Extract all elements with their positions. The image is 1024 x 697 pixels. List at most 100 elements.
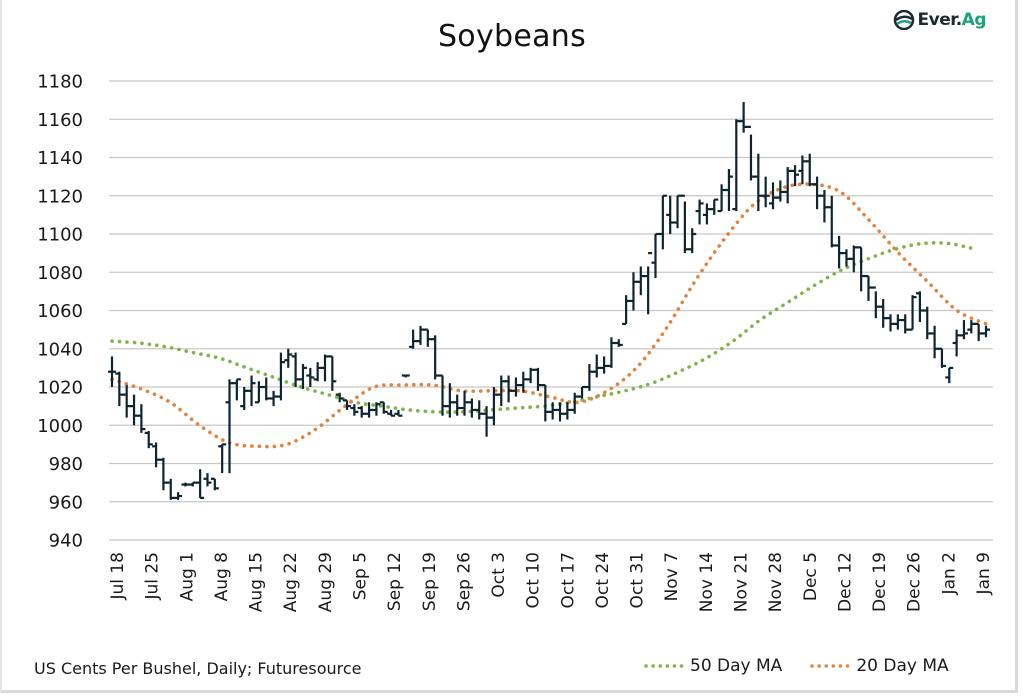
ohlc-bar bbox=[108, 356, 116, 387]
ohlc-bar bbox=[879, 299, 888, 328]
ohlc-bar bbox=[504, 375, 513, 403]
x-tick-label: Aug 29 bbox=[316, 552, 336, 612]
x-tick-label: Nov 7 bbox=[662, 552, 682, 601]
ohlc-bar bbox=[254, 381, 263, 404]
x-tick-label: Jul 25 bbox=[143, 552, 163, 601]
y-tick-label: 960 bbox=[49, 492, 83, 513]
ohlc-bar bbox=[232, 378, 241, 401]
x-tick-label: Oct 24 bbox=[593, 552, 613, 608]
ohlc-bar bbox=[886, 314, 895, 332]
x-axis-labels: Jul 18 Jul 25 Aug 1 Aug 8 Aug 15 Aug 22 Aug 29… bbox=[108, 552, 994, 612]
ohlc-bar bbox=[276, 352, 285, 401]
ohlc-bar bbox=[923, 306, 932, 340]
ohlc-bar bbox=[152, 442, 161, 468]
ohlc-bar bbox=[754, 153, 763, 212]
ohlc-bar bbox=[901, 314, 910, 334]
ohlc-bar bbox=[533, 367, 542, 391]
legend-item-ma20: 20 Day MA bbox=[810, 656, 949, 676]
x-tick-label: Nov 14 bbox=[697, 552, 717, 612]
ohlc-bar bbox=[482, 406, 491, 437]
price-bars bbox=[108, 102, 990, 500]
ohlc-bar bbox=[629, 272, 638, 311]
y-tick-label: 980 bbox=[49, 454, 83, 475]
ohlc-bar bbox=[174, 492, 183, 500]
ohlc-bar bbox=[460, 390, 469, 416]
ohlc-bar bbox=[372, 402, 381, 416]
ohlc-bar bbox=[343, 399, 352, 410]
ohlc-bar bbox=[857, 246, 866, 292]
ohlc-bar bbox=[137, 404, 146, 433]
x-tick-label: Jan 9 bbox=[974, 552, 994, 595]
ohlc-bar bbox=[401, 374, 410, 378]
x-tick-label: Jul 18 bbox=[108, 552, 128, 601]
ohlc-bar bbox=[835, 235, 844, 269]
legend: 50 Day MA 20 Day MA bbox=[644, 656, 949, 676]
ohlc-bar bbox=[320, 354, 329, 382]
y-tick-label: 1140 bbox=[37, 148, 83, 169]
ohlc-bar bbox=[908, 295, 917, 331]
ohlc-bar bbox=[820, 190, 829, 223]
ohlc-bar bbox=[842, 249, 851, 267]
ohlc-bar bbox=[526, 367, 535, 384]
source-note: US Cents Per Bushel, Daily; Futuresource bbox=[34, 659, 362, 678]
ohlc-bar bbox=[849, 245, 858, 273]
ohlc-bar bbox=[196, 469, 205, 500]
ohlc-bar bbox=[592, 354, 601, 378]
ohlc-bar bbox=[570, 392, 579, 414]
ohlc-bar bbox=[702, 203, 711, 225]
ohlc-bar bbox=[600, 356, 609, 374]
ever-ag-logo: Ever.Ag bbox=[893, 10, 987, 30]
ohlc-bar bbox=[959, 320, 968, 340]
ohlc-bar bbox=[541, 383, 550, 422]
x-tick-label: Sep 5 bbox=[350, 552, 370, 600]
ohlc-bar bbox=[467, 398, 476, 418]
ohlc-bar bbox=[658, 194, 667, 250]
y-tick-label: 1100 bbox=[37, 225, 83, 246]
x-tick-label: Sep 12 bbox=[385, 552, 405, 611]
ohlc-bar bbox=[122, 385, 131, 418]
ohlc-bar bbox=[497, 375, 506, 407]
ohlc-bar bbox=[335, 392, 344, 403]
ohlc-bar bbox=[945, 366, 954, 384]
ohlc-bar bbox=[622, 295, 631, 325]
ohlc-bar bbox=[556, 402, 565, 422]
ohlc-bar bbox=[284, 348, 293, 368]
x-tick-label: Oct 31 bbox=[628, 552, 648, 608]
ohlc-bar bbox=[475, 400, 484, 420]
ohlc-bar bbox=[240, 387, 249, 410]
x-tick-label: Dec 26 bbox=[905, 552, 925, 612]
ohlc-bar bbox=[636, 266, 645, 296]
ohlc-bar bbox=[328, 355, 337, 391]
logo-text-main: Ever. bbox=[917, 10, 963, 30]
ohlc-bar bbox=[717, 184, 726, 213]
ohlc-bar bbox=[306, 367, 315, 387]
ohlc-bar bbox=[181, 482, 190, 487]
ohlc-bar bbox=[365, 402, 374, 418]
legend-label-ma50: 50 Day MA bbox=[690, 656, 783, 676]
ohlc-bar bbox=[291, 352, 300, 387]
ohlc-bar bbox=[489, 387, 498, 426]
ohlc-bar bbox=[262, 377, 271, 401]
ohlc-bar bbox=[357, 406, 366, 418]
ohlc-bar bbox=[893, 314, 902, 330]
x-tick-label: Sep 26 bbox=[454, 552, 474, 611]
chart-title: Soybeans bbox=[437, 19, 587, 54]
ohlc-bar bbox=[680, 194, 689, 254]
x-tick-label: Oct 10 bbox=[524, 552, 544, 608]
y-tick-label: 1060 bbox=[37, 301, 83, 322]
ohlc-bar bbox=[394, 409, 403, 417]
ohlc-bar bbox=[915, 291, 924, 322]
ohlc-bar bbox=[732, 119, 741, 212]
ohlc-bar bbox=[607, 337, 616, 368]
ohlc-bar bbox=[159, 457, 168, 491]
ohlc-bar bbox=[298, 364, 307, 389]
ohlc-bar bbox=[166, 478, 175, 500]
ohlc-bar bbox=[791, 165, 800, 187]
ohlc-bar bbox=[247, 375, 256, 407]
ohlc-bar bbox=[548, 402, 557, 420]
ohlc-bar bbox=[673, 194, 682, 229]
ohlc-bar bbox=[431, 335, 440, 380]
ma50-line bbox=[110, 241, 978, 414]
ohlc-bar bbox=[313, 362, 322, 382]
